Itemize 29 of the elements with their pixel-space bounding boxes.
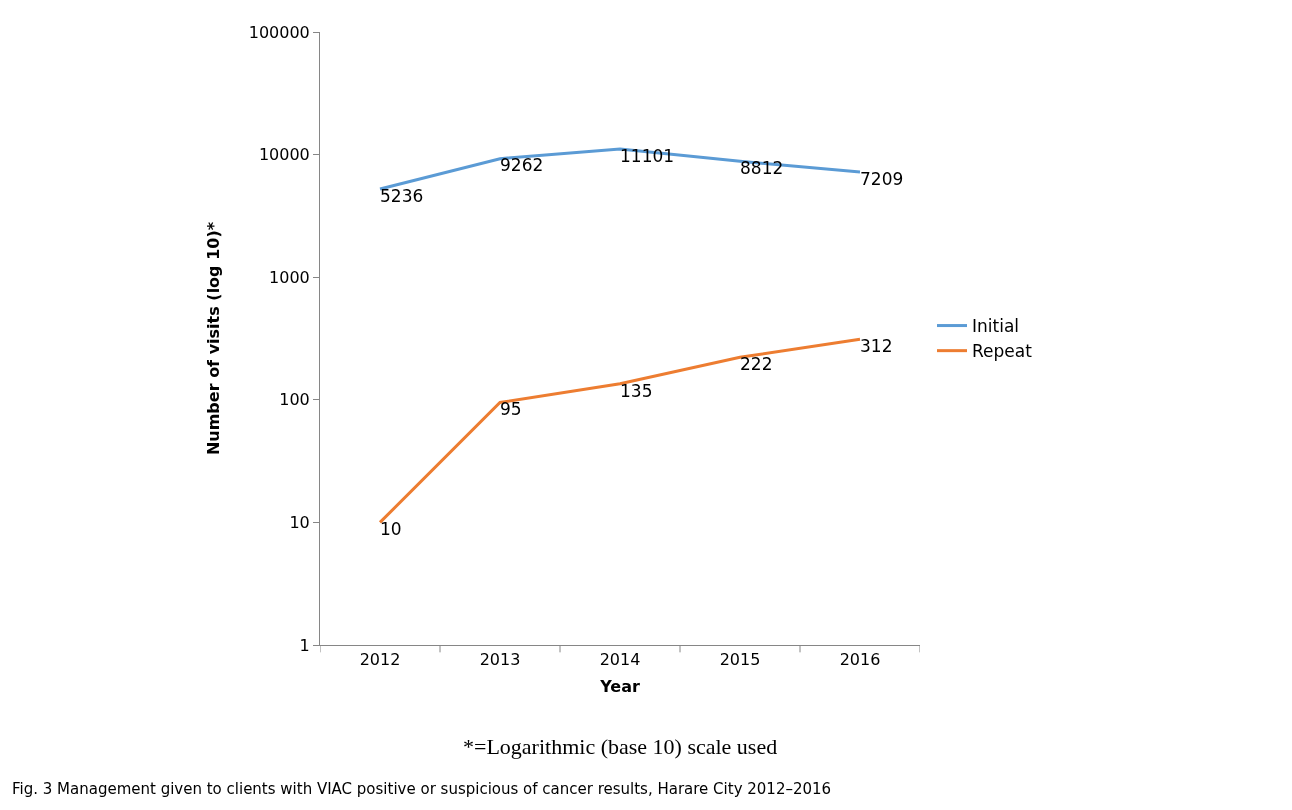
caption: Fig. 3 Management given to clients with VIAC positive or suspicious of cancer results, Harare City 2012–2016 (12, 780, 832, 798)
data-label: 7209 (860, 168, 904, 189)
y-axis-title: Number of visits (log 10)* (203, 221, 223, 456)
y-tick-label: 1000 (269, 267, 310, 287)
data-label: 95 (500, 399, 522, 420)
line-series (378, 337, 862, 524)
legend-label: Initial (972, 316, 1020, 337)
data-label: 312 (860, 335, 893, 356)
line-series (378, 147, 862, 191)
text: *=Logarithmic (base 10) scale used (463, 734, 778, 759)
data-label: 135 (620, 380, 653, 401)
x-tick-label: 2012 (359, 650, 401, 670)
y-tick-label: 1 (299, 635, 310, 655)
y-tick-label: 100000 (248, 22, 310, 42)
data-label: 5236 (380, 185, 424, 206)
x-tick-label: 2015 (719, 650, 761, 670)
data-label: 8812 (740, 158, 784, 179)
y-tick-label: 10000 (258, 145, 310, 165)
data-label: 10 (380, 519, 402, 540)
data-label: 11101 (620, 145, 675, 166)
x-tick-label: 2016 (839, 650, 881, 670)
y-tick-label: 10 (289, 513, 310, 532)
x-tick-label: 2013 (479, 650, 521, 670)
x-axis-title: Year (599, 676, 640, 696)
x-tick-label: 2014 (599, 650, 641, 670)
y-tick-label: 100 (279, 390, 310, 410)
data-label: 222 (740, 354, 773, 375)
legend-label: Repeat (972, 341, 1033, 362)
data-label: 9262 (500, 155, 544, 176)
